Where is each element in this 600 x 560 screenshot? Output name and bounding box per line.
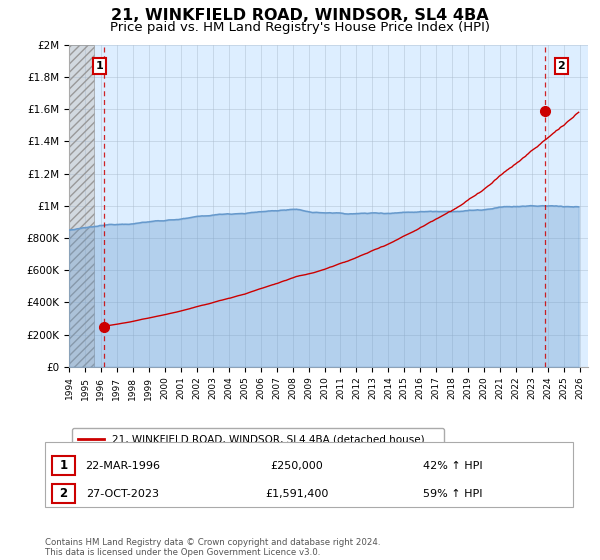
Legend: 21, WINKFIELD ROAD, WINDSOR, SL4 4BA (detached house), HPI: Average price, detac: 21, WINKFIELD ROAD, WINDSOR, SL4 4BA (de… (71, 428, 444, 466)
Text: 59% ↑ HPI: 59% ↑ HPI (423, 489, 483, 499)
Text: Contains HM Land Registry data © Crown copyright and database right 2024.
This d: Contains HM Land Registry data © Crown c… (45, 538, 380, 557)
Text: £1,591,400: £1,591,400 (265, 489, 329, 499)
Bar (69, 45, 94, 367)
Bar (69, 45, 94, 367)
Text: 1: 1 (59, 459, 68, 473)
Text: 2: 2 (59, 487, 68, 501)
Text: 1: 1 (96, 60, 104, 71)
Text: £250,000: £250,000 (271, 461, 323, 471)
Text: 42% ↑ HPI: 42% ↑ HPI (423, 461, 483, 471)
Text: 21, WINKFIELD ROAD, WINDSOR, SL4 4BA: 21, WINKFIELD ROAD, WINDSOR, SL4 4BA (111, 8, 489, 24)
Text: 27-OCT-2023: 27-OCT-2023 (86, 489, 160, 499)
Text: 22-MAR-1996: 22-MAR-1996 (86, 461, 161, 471)
Text: 2: 2 (557, 60, 565, 71)
Text: Price paid vs. HM Land Registry's House Price Index (HPI): Price paid vs. HM Land Registry's House … (110, 21, 490, 34)
